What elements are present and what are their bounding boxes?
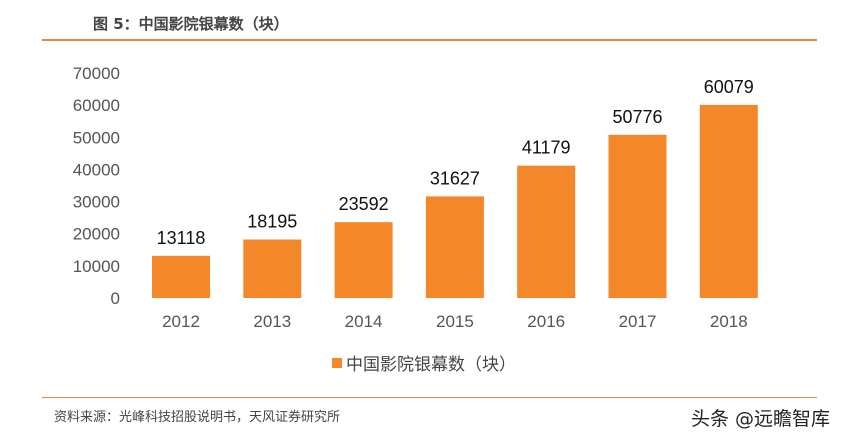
- y-tick-label: 60000: [73, 96, 120, 115]
- x-tick-label: 2018: [710, 312, 748, 331]
- bar: [517, 165, 576, 298]
- data-label: 31627: [430, 168, 480, 188]
- bar: [334, 222, 393, 298]
- y-tick-label: 70000: [73, 64, 120, 83]
- top-divider: [42, 39, 817, 41]
- x-tick-label: 2015: [436, 312, 474, 331]
- y-tick-label: 0: [111, 289, 120, 308]
- y-tick-label: 20000: [73, 225, 120, 244]
- data-label: 60079: [704, 77, 754, 97]
- bar: [152, 255, 210, 298]
- y-tick-label: 40000: [73, 160, 120, 179]
- bar: [699, 104, 758, 298]
- x-tick-label: 2016: [527, 312, 565, 331]
- legend-swatch: [332, 357, 342, 368]
- source-note: 资料来源：光峰科技招股说明书，天风证券研究所: [54, 410, 341, 425]
- x-tick-label: 2012: [162, 312, 200, 331]
- legend: 中国影院银幕数（块）: [332, 350, 516, 375]
- bar-chart: 0 10000 20000 30000 40000 50000 60000 70000 1311…: [73, 64, 758, 331]
- legend-label: 中国影院银幕数（块）: [346, 355, 516, 375]
- data-label: 41179: [522, 138, 571, 158]
- bar: [243, 239, 302, 298]
- data-label: 50776: [612, 107, 662, 127]
- watermark: 头条 @远瞻智库: [690, 408, 830, 430]
- bar: [425, 196, 484, 298]
- bar: [608, 134, 667, 298]
- figure-title: 图 5：中国影院银幕数（块）: [93, 15, 289, 33]
- data-label: 18195: [247, 212, 297, 232]
- x-tick-label: 2017: [619, 312, 657, 331]
- x-tick-label: 2013: [253, 312, 291, 331]
- y-tick-label: 50000: [73, 128, 120, 147]
- y-tick-label: 30000: [73, 193, 120, 212]
- bottom-divider: [42, 397, 817, 398]
- data-label: 13118: [157, 228, 206, 248]
- x-tick-label: 2014: [345, 312, 383, 331]
- data-label: 23592: [339, 194, 389, 214]
- y-tick-label: 10000: [73, 257, 120, 276]
